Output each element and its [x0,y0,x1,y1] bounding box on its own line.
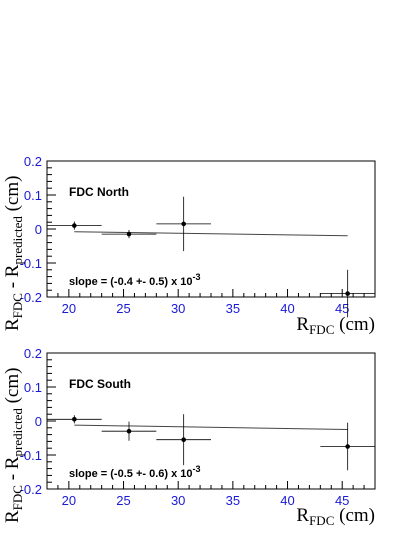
data-point [126,231,132,237]
data-point [72,223,77,228]
panel-title: FDC North [69,185,129,199]
y-axis-title-a: R [2,318,23,331]
slope-exponent: -3 [193,464,201,474]
y-tick-label: -0.2 [20,290,42,305]
data-point [72,417,77,422]
x-axis-title: RFDC (cm) [296,314,375,337]
slope-annotation: slope = (-0.5 +- 0.6) x 10-3 [69,464,201,480]
data-point-group [101,230,157,239]
data-point [181,221,186,227]
y-axis-title-b-sub: predicted [10,216,25,265]
data-point-group [320,422,375,471]
slope-exponent: -3 [193,272,201,282]
data-point-group [47,415,102,424]
data-point-group [156,196,211,252]
x-tick-label: 40 [280,493,294,508]
y-axis-title-unit: (cm) [2,176,23,217]
fit-line [74,424,348,430]
y-axis-title-mid: - R [2,264,23,293]
y-tick-label: -0.2 [20,482,42,497]
x-tick-label: 30 [171,493,185,508]
y-tick-label: 0.1 [24,380,42,395]
data-point [181,437,186,443]
x-axis-title-unit: (cm) [334,314,375,335]
slope-text: slope = (-0.5 +- 0.6) x 10 [69,468,193,480]
x-tick-label: 45 [335,301,349,316]
x-tick-label: 40 [280,301,294,316]
y-tick-label: 0.2 [24,154,42,169]
y-tick-label: 0.1 [24,188,42,203]
x-tick-label: 45 [335,493,349,508]
y-tick-label: -0.1 [20,448,42,463]
data-point-group [47,221,102,230]
x-axis-title: RFDC (cm) [296,505,375,528]
y-axis-title-unit: (cm) [2,368,23,409]
y-tick-label: 0 [35,414,42,429]
panel-title: FDC South [69,377,131,391]
x-axis-title-sub: FDC [309,513,334,528]
x-tick-label: 30 [171,301,185,316]
y-tick-label: -0.1 [20,256,42,271]
data-point-group [156,414,211,466]
x-tick-label: 35 [226,493,240,508]
data-point [126,428,132,434]
x-tick-label: 25 [116,301,130,316]
y-axis-title-a-sub: FDC [10,485,25,510]
fit-line [74,231,348,237]
data-point-group [101,421,157,441]
x-axis-title-unit: (cm) [334,505,375,526]
slope-text: slope = (-0.4 +- 0.5) x 10 [69,276,193,288]
x-tick-label: 35 [226,301,240,316]
data-point-group [320,269,375,318]
x-axis-title-sub: FDC [309,322,334,337]
y-axis-title-b-sub: predicted [10,408,25,457]
x-tick-label: 25 [116,493,130,508]
y-axis-title-a: R [2,510,23,523]
panel-fdc-north: 20 25 30 35 40 45 0.2 0.1 0 -0.1 -0.2 FDC North slop… [2,154,376,337]
y-axis-title: RFDC - Rpredicted (cm) [2,176,25,331]
x-tick-label: 20 [62,301,76,316]
x-axis-title-main: R [296,505,309,526]
x-tick-label: 20 [62,493,76,508]
y-tick-label: 0 [35,222,42,237]
slope-annotation: slope = (-0.4 +- 0.5) x 10-3 [69,272,201,288]
y-axis-title-a-sub: FDC [10,293,25,318]
y-axis-title-mid: - R [2,456,23,485]
data-point [345,444,350,449]
x-axis-title-main: R [296,314,309,335]
y-axis-title: RFDC - Rpredicted (cm) [2,368,25,523]
panel-fdc-south: 20 25 30 35 40 45 0.2 0.1 0 -0.1 -0.2 FDC South slop… [2,346,376,528]
data-point [345,291,350,296]
y-tick-label: 0.2 [24,346,42,361]
